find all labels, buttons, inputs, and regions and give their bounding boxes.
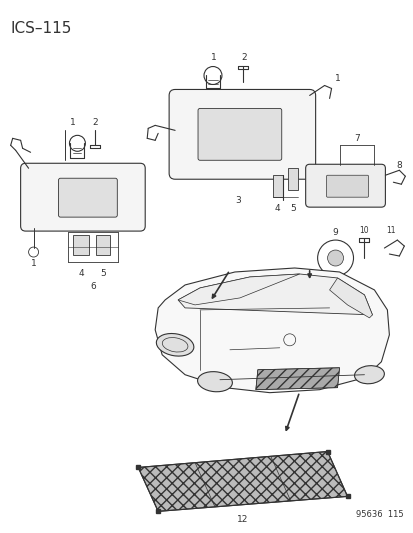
FancyBboxPatch shape: [169, 90, 315, 179]
Text: 12: 12: [237, 515, 248, 524]
FancyBboxPatch shape: [197, 108, 281, 160]
Text: 5: 5: [100, 270, 106, 278]
Text: 2: 2: [240, 53, 246, 62]
Ellipse shape: [354, 366, 383, 384]
FancyBboxPatch shape: [21, 163, 145, 231]
Text: 4: 4: [274, 204, 280, 213]
Text: 10: 10: [359, 225, 368, 235]
Text: 8: 8: [396, 161, 401, 170]
Text: 1: 1: [31, 259, 36, 268]
Text: 5: 5: [289, 204, 295, 213]
Text: 1: 1: [69, 118, 75, 127]
Polygon shape: [329, 278, 372, 318]
FancyBboxPatch shape: [326, 175, 368, 197]
Text: 95636  115: 95636 115: [355, 510, 402, 519]
Polygon shape: [178, 274, 299, 305]
Polygon shape: [155, 268, 389, 393]
Polygon shape: [178, 274, 372, 315]
Polygon shape: [138, 451, 347, 511]
Ellipse shape: [156, 334, 193, 356]
Text: 3: 3: [235, 196, 240, 205]
Bar: [272, 175, 282, 197]
Text: 1: 1: [334, 74, 339, 83]
Bar: [73, 235, 89, 255]
Text: ICS–115: ICS–115: [11, 21, 72, 36]
Bar: [96, 235, 110, 255]
Text: 4: 4: [78, 270, 84, 278]
Text: 9: 9: [332, 228, 337, 237]
Circle shape: [327, 250, 343, 266]
Bar: [287, 168, 297, 190]
Text: 6: 6: [90, 282, 96, 292]
FancyBboxPatch shape: [58, 178, 117, 217]
Polygon shape: [255, 368, 339, 390]
Text: 1: 1: [211, 53, 216, 62]
Text: 7: 7: [354, 134, 359, 143]
FancyBboxPatch shape: [305, 164, 385, 207]
Text: 11: 11: [386, 225, 395, 235]
Ellipse shape: [197, 372, 232, 392]
Text: 2: 2: [93, 118, 98, 127]
